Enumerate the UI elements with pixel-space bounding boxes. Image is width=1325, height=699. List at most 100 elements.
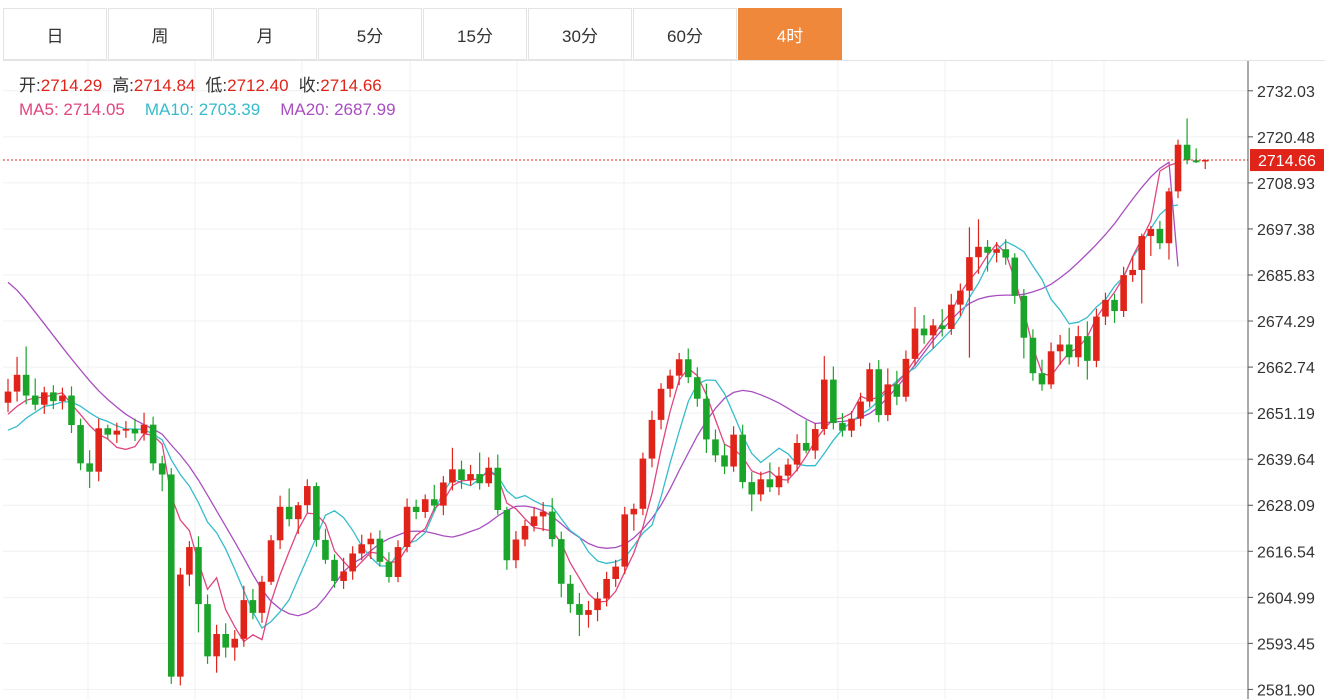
- legend-panel: 开:2714.29 高:2714.84 低:2712.40 收:2714.66 MA5…: [19, 74, 396, 122]
- ma-legend: MA5: 2714.05 MA10: 2703.39 MA20: 2687.99: [19, 98, 396, 122]
- candle-119: [1084, 321, 1091, 380]
- candle-110: [1002, 239, 1009, 265]
- candle-58: [530, 507, 538, 532]
- candle-63: [576, 592, 583, 636]
- candle-124: [1129, 256, 1136, 282]
- candle-104: [947, 293, 955, 335]
- candle-36: [331, 554, 338, 588]
- ma5-line: [7, 161, 1179, 643]
- ma20-label: MA20:: [280, 100, 330, 119]
- y-tick-label-7: 2651.19: [1257, 406, 1315, 423]
- candle-66: [603, 571, 610, 607]
- candle-10: [95, 418, 102, 482]
- candle-33: [304, 479, 311, 513]
- candle-14: [131, 418, 139, 442]
- ohlc-legend: 开:2714.29 高:2714.84 低:2712.40 收:2714.66: [19, 74, 396, 98]
- candle-130: [1183, 118, 1191, 165]
- candle-62: [567, 574, 574, 613]
- moving-averages: [7, 161, 1179, 643]
- tab-6[interactable]: 60分: [633, 8, 737, 60]
- candle-16: [149, 416, 157, 471]
- candle-115: [1047, 342, 1055, 389]
- candlestick-chart: 2732.03 2720.48 2708.93 2697.38 2685.83 2674.…: [3, 61, 1324, 699]
- candle-67: [612, 559, 619, 587]
- y-tick-label-13: 2581.90: [1257, 682, 1315, 699]
- open-label: 开:: [19, 76, 41, 95]
- candle-71: [648, 410, 656, 468]
- high-label: 高:: [112, 76, 134, 95]
- candle-23: [213, 624, 220, 673]
- candle-51: [467, 464, 474, 486]
- candle-132: [1201, 159, 1209, 170]
- candle-30: [276, 495, 284, 550]
- candle-13: [122, 421, 130, 438]
- candle-86: [784, 458, 792, 484]
- candle-100: [911, 307, 919, 366]
- candle-91: [830, 366, 837, 430]
- ma10-value: 2703.39: [198, 100, 261, 119]
- candle-1: [13, 356, 21, 402]
- candle-50: [458, 460, 465, 489]
- price-axis: 2732.03 2720.48 2708.93 2697.38 2685.83 2674.…: [3, 61, 1324, 699]
- ma20-line: [7, 161, 1179, 617]
- open-value: 2714.29: [40, 76, 103, 95]
- ma5-value: 2714.05: [63, 100, 125, 119]
- candle-44: [403, 498, 411, 553]
- tab-7[interactable]: 4时: [738, 8, 842, 60]
- last-price-label: 2714.66: [1258, 153, 1316, 170]
- candle-12: [113, 422, 121, 444]
- candle-95: [866, 362, 873, 408]
- candle-64: [585, 600, 592, 628]
- candle-46: [421, 494, 429, 518]
- tab-2[interactable]: 月: [213, 8, 317, 60]
- ma10-line: [7, 204, 1179, 629]
- candle-29: [267, 535, 275, 585]
- candle-18: [167, 468, 175, 684]
- tab-0[interactable]: 日: [3, 8, 107, 60]
- y-tick-label-6: 2662.74: [1257, 360, 1315, 377]
- candle-116: [1056, 334, 1064, 365]
- candle-123: [1120, 266, 1127, 317]
- candle-103: [938, 309, 946, 337]
- last-price-tag: [1250, 149, 1324, 172]
- candle-43: [394, 540, 402, 583]
- candle-93: [848, 411, 855, 438]
- y-tick-label-12: 2593.45: [1257, 636, 1315, 653]
- candle-49: [449, 447, 456, 491]
- candle-94: [857, 392, 864, 427]
- candle-60: [548, 498, 556, 547]
- candle-4: [40, 386, 48, 414]
- candle-84: [766, 462, 774, 493]
- ma20-value: 2687.99: [334, 100, 396, 119]
- candle-129: [1174, 139, 1182, 199]
- candle-108: [984, 240, 991, 272]
- candle-5: [50, 385, 57, 410]
- tab-5[interactable]: 30分: [528, 8, 632, 60]
- candle-7: [68, 386, 75, 434]
- candle-70: [639, 452, 647, 516]
- candle-8: [77, 418, 84, 471]
- candle-38: [349, 546, 356, 580]
- high-value: 2714.84: [133, 76, 196, 95]
- candle-59: [539, 502, 547, 532]
- candle-92: [839, 413, 846, 437]
- candle-0: [4, 378, 12, 412]
- candle-28: [258, 575, 266, 623]
- y-tick-label-0: 2732.03: [1257, 84, 1315, 101]
- period-tabs: 日周月 5分 15分 30分 60分 4时: [3, 8, 843, 60]
- candle-78: [712, 429, 719, 463]
- candle-68: [621, 506, 629, 575]
- candle-109: [993, 242, 1000, 263]
- candle-101: [920, 315, 928, 344]
- candle-105: [957, 283, 964, 316]
- candle-9: [86, 450, 93, 489]
- candle-122: [1111, 293, 1118, 323]
- y-tick-label-10: 2616.54: [1257, 544, 1315, 561]
- candle-21: [195, 536, 202, 633]
- tab-3[interactable]: 5分: [318, 8, 422, 60]
- tab-1[interactable]: 周: [108, 8, 212, 60]
- candle-120: [1093, 308, 1100, 368]
- candle-32: [294, 502, 302, 534]
- candle-53: [485, 457, 493, 487]
- tab-4[interactable]: 15分: [423, 8, 527, 60]
